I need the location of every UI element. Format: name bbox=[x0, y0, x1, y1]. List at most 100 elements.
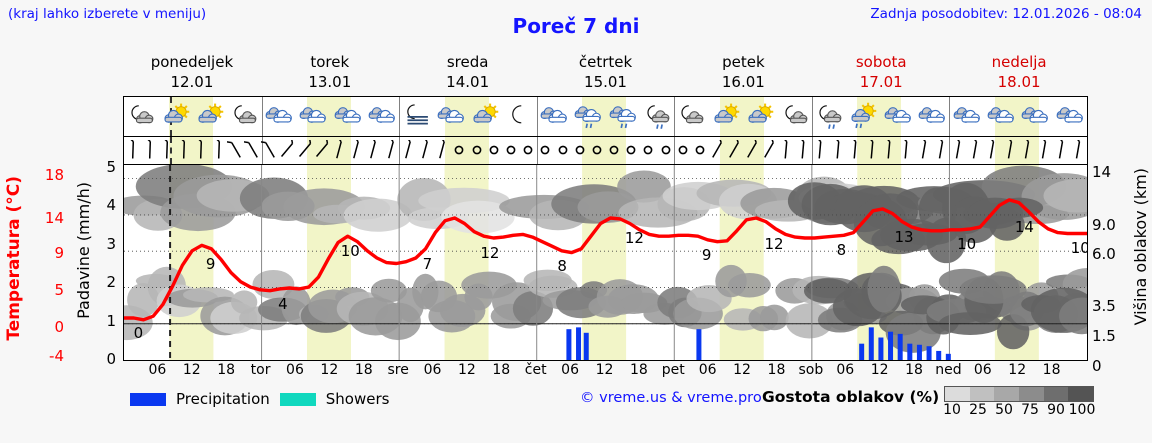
wind-barb-icon bbox=[949, 137, 967, 164]
time-tick-25: 12 bbox=[1008, 362, 1027, 378]
sun-cloud-icon bbox=[193, 102, 227, 134]
wind-calm-icon bbox=[485, 140, 503, 164]
fog-moon-icon bbox=[399, 102, 433, 134]
daylight-shading bbox=[994, 137, 1039, 164]
cloud-icon bbox=[1053, 102, 1087, 134]
day-separator bbox=[949, 137, 951, 164]
last-updated: Zadnja posodobitev: 12.01.2026 - 08:04 bbox=[870, 6, 1142, 22]
cloud-density-step-4 bbox=[1043, 387, 1069, 401]
sun-cloud-icon bbox=[709, 102, 743, 134]
day-header-4: petek 16.01 bbox=[674, 52, 812, 94]
time-tick-8: 06 bbox=[423, 362, 442, 378]
time-tick-24: 06 bbox=[973, 362, 992, 378]
moon-cloud-icon bbox=[778, 102, 812, 134]
wind-barb-icon bbox=[897, 137, 915, 164]
wind-calm-icon bbox=[536, 140, 554, 164]
wind-barb-icon bbox=[811, 137, 829, 164]
precipitation-bar bbox=[859, 343, 865, 360]
temperature-value-label: 4 bbox=[278, 294, 288, 313]
day-separator bbox=[261, 137, 263, 164]
meteogram-plot[interactable]: 0 9 4 10 7 12 8 12 9 12 8 13 10 14 10 bbox=[123, 96, 1088, 361]
cloud-icon bbox=[881, 102, 915, 134]
wind-barb-icon bbox=[382, 137, 400, 164]
cloud-density-blob bbox=[959, 275, 1027, 304]
cloud-density-blob bbox=[785, 303, 834, 339]
time-tick-26: 18 bbox=[1042, 362, 1061, 378]
daylight-shading bbox=[444, 137, 489, 164]
temperature-value-label: 0 bbox=[133, 324, 144, 342]
sun-cloud-icon bbox=[159, 102, 193, 134]
daylight-shading bbox=[857, 137, 902, 164]
wind-barb-icon bbox=[777, 137, 795, 164]
wind-barb-icon bbox=[846, 137, 864, 164]
day-header-2: sreda 14.01 bbox=[399, 52, 537, 94]
day-separator bbox=[811, 137, 813, 164]
temperature-tick-0: 18 bbox=[44, 166, 64, 184]
temperature-value-label: 8 bbox=[557, 256, 567, 275]
daylight-shading bbox=[306, 137, 351, 164]
wind-barb-icon bbox=[433, 137, 451, 164]
wind-barb-icon bbox=[243, 140, 262, 164]
day-date: 14.01 bbox=[446, 73, 490, 91]
precipitation-tick-5: 0 bbox=[106, 350, 116, 368]
day-separator bbox=[949, 97, 951, 136]
precipitation-bar bbox=[576, 327, 582, 360]
wind-barb-icon bbox=[1001, 137, 1019, 164]
cloud-density-step-5 bbox=[1068, 387, 1094, 401]
wind-calm-icon bbox=[571, 140, 589, 164]
time-tick-22: 18 bbox=[905, 362, 923, 378]
moon-cloud-drizzle-icon bbox=[812, 102, 846, 134]
moon-cloud-icon bbox=[227, 102, 261, 134]
cloud-density-blob bbox=[617, 170, 671, 203]
wind-barb-icon bbox=[915, 137, 933, 164]
wind-barb-icon bbox=[364, 137, 382, 164]
time-axis: 06 12 18 tor 06 12 18 sre 06 12 18 čet 06 12 18 pet 06 12… bbox=[123, 362, 1088, 382]
precipitation-bar bbox=[916, 344, 922, 360]
time-tick-10: 18 bbox=[492, 362, 511, 378]
wind-barb-icon bbox=[829, 137, 847, 164]
precipitation-bar bbox=[868, 327, 874, 360]
temperature-value-label: 10 bbox=[1070, 239, 1087, 258]
moon-cloud-icon bbox=[674, 102, 708, 134]
time-tick-19: sob bbox=[798, 362, 824, 378]
wind-barb-icon bbox=[1035, 137, 1053, 164]
day-name: sobota bbox=[855, 53, 907, 71]
cloud-icon bbox=[537, 102, 571, 134]
wind-barb-icon bbox=[794, 137, 812, 164]
wind-barb-icon bbox=[260, 140, 279, 164]
time-tick-9: 12 bbox=[458, 362, 476, 378]
temperature-tick-2: 9 bbox=[54, 244, 64, 262]
sun-cloud-drizzle-icon bbox=[846, 102, 880, 134]
wind-barb-icon bbox=[210, 137, 228, 164]
cloud-drizzle-icon bbox=[571, 102, 605, 134]
cloud-height-tick-1: 9.0 bbox=[1092, 216, 1116, 234]
page-title: Poreč 7 dni bbox=[512, 14, 640, 38]
time-tick-6: 18 bbox=[354, 362, 373, 378]
weather-icon-band bbox=[124, 97, 1087, 137]
cloud-drizzle-icon bbox=[606, 102, 640, 134]
precipitation-bar bbox=[878, 337, 884, 360]
wind-barb-icon bbox=[225, 140, 245, 164]
cloud-density-step-3 bbox=[1019, 387, 1044, 401]
cloud-height-tick-3: 3.5 bbox=[1092, 297, 1116, 315]
time-tick-17: 12 bbox=[733, 362, 751, 378]
wind-calm-icon bbox=[674, 140, 692, 164]
daylight-shading bbox=[169, 137, 214, 164]
cloud-density-blob bbox=[441, 200, 515, 234]
cloud-icon bbox=[365, 102, 399, 134]
cloud-icon bbox=[331, 102, 365, 134]
cloud-density-tick-4: 90 bbox=[1047, 402, 1065, 418]
cloud-density-tick-2: 50 bbox=[995, 402, 1013, 418]
precipitation-bar bbox=[696, 329, 702, 360]
day-name: četrtek bbox=[578, 53, 633, 71]
day-name: nedelja bbox=[991, 53, 1047, 71]
time-tick-11: čet bbox=[524, 362, 547, 378]
cloud-icon bbox=[296, 102, 330, 134]
precipitation-swatch bbox=[130, 392, 166, 406]
copyright-text[interactable]: © vreme.us & vreme.pro bbox=[580, 390, 762, 406]
time-tick-23: ned bbox=[935, 362, 962, 378]
temperature-value-label: 9 bbox=[701, 245, 712, 264]
temperature-axis-title: Temperatura (°C) bbox=[4, 176, 24, 341]
temperature-value-label: 13 bbox=[894, 227, 914, 246]
showers-legend-label: Showers bbox=[325, 390, 390, 408]
